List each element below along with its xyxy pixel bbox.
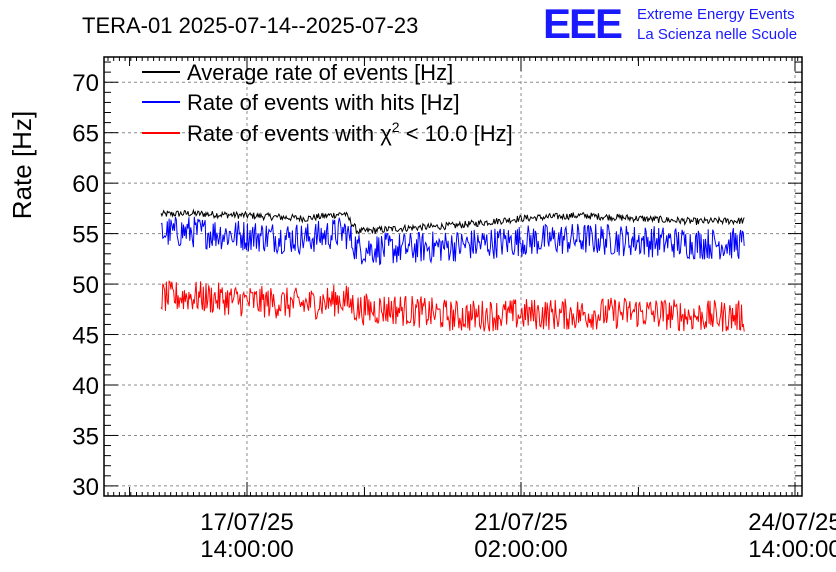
x-tick-label-time: 14:00:00 [200,536,293,563]
series-average-line [160,208,745,236]
x-tick-label-time: 14:00:00 [748,536,836,563]
legend: Average rate of events [Hz] Rate of even… [142,60,513,146]
legend-entry-hits: Rate of events with hits [Hz] [142,90,460,115]
y-tick-labels: 30 35 40 45 50 55 60 65 70 [72,70,99,501]
x-tick-label-date: 21/07/25 [474,509,567,536]
legend-label-hits: Rate of events with hits [Hz] [187,90,460,115]
y-tick-label: 70 [72,70,99,97]
logo-mark: EEE [543,0,622,47]
legend-entry-chi2: Rate of events with χ2 < 10.0 [Hz] [142,119,513,146]
logo-line1: Extreme Energy Events [637,6,795,23]
legend-label-chi2: Rate of events with χ2 < 10.0 [Hz] [187,119,513,146]
legend-chi2-prefix: Rate of events with [187,121,380,146]
y-tick-label: 30 [72,474,99,501]
eee-logo: EEE Extreme Energy Events La Scienza nel… [543,0,797,47]
plot-frame [103,56,803,497]
x-tick-label-date: 17/07/25 [200,509,293,536]
logo-line2: La Scienza nelle Scuole [637,26,797,43]
legend-chi2-symbol: χ [380,121,392,146]
y-tick-label: 65 [72,121,99,148]
y-tick-label: 55 [72,222,99,249]
series-hits-line [160,216,745,266]
legend-chi2-suffix: < 10.0 [Hz] [400,121,513,146]
y-axis-label: Rate [Hz] [7,111,37,219]
x-tick-label-time: 02:00:00 [474,536,567,563]
legend-chi2-sup: 2 [392,119,400,135]
y-tick-label: 60 [72,171,99,198]
legend-entry-average: Average rate of events [Hz] [142,60,453,85]
series-group [160,208,745,332]
grid-lines [104,57,802,496]
y-tick-label: 40 [72,373,99,400]
series-chi2-line [160,280,745,332]
legend-label-average: Average rate of events [Hz] [187,60,453,85]
x-tick-label-date: 24/07/25 [748,509,836,536]
y-tick-label: 45 [72,323,99,350]
plot-border [103,56,803,497]
y-tick-label: 50 [72,272,99,299]
chart-title: TERA-01 2025-07-14--2025-07-23 [82,13,418,38]
x-tick-labels: 17/07/2514:00:0021/07/2502:00:0024/07/25… [200,509,836,563]
y-tick-label: 35 [72,423,99,450]
